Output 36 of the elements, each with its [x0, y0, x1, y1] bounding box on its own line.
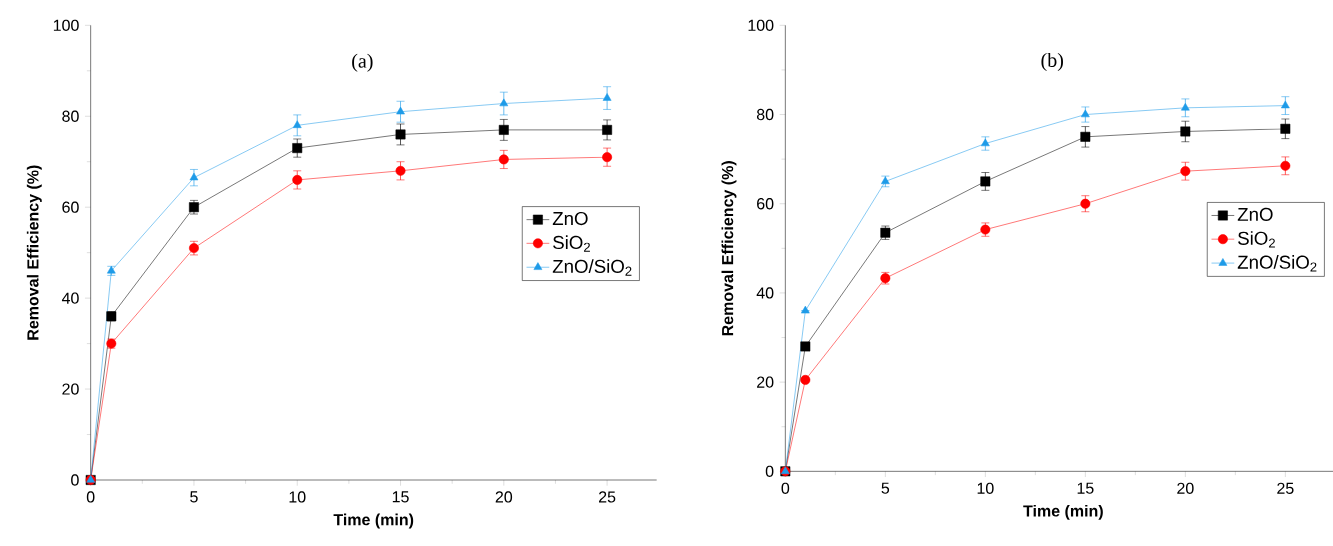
x-tick-label: 10 [289, 491, 306, 503]
x-tick-label: 0 [86, 491, 95, 503]
y-tick-label: 100 [748, 19, 774, 31]
y-tick-label: 40 [61, 292, 79, 304]
x-tick-label: 20 [1177, 482, 1194, 494]
legend-label: ZnO/SiO$_{2}$ [1237, 255, 1317, 272]
x-tick-label: 15 [392, 491, 409, 503]
x-tick-label: 15 [1077, 482, 1094, 494]
legend-label: ZnO [552, 211, 588, 226]
y-tick-label: 100 [53, 19, 79, 31]
legend-label: SiO$_{2}$ [553, 235, 590, 252]
y-tick-label: 20 [757, 376, 774, 388]
x-tick-label: 5 [881, 482, 890, 494]
text: (b) [1041, 52, 1063, 72]
x-tick-label: 25 [599, 491, 616, 503]
y-tick-label: 0 [765, 465, 774, 477]
y-axis-title: Removal Efficiency (%) [26, 165, 42, 340]
y-tick-label: 80 [62, 110, 79, 122]
x-tick-label: 0 [781, 482, 790, 494]
x-tick-label: 5 [190, 491, 198, 503]
x-axis-title: Time (min) [1023, 504, 1103, 520]
y-tick-label: 60 [757, 198, 774, 210]
legend-label: ZnO/SiO$_{2}$ [552, 259, 632, 276]
x-tick-label: 25 [1277, 482, 1294, 494]
y-tick-label: 20 [62, 383, 79, 395]
x-tick-label: 20 [495, 491, 513, 503]
y-tick-label: 80 [756, 108, 774, 121]
x-axis-title: Time (min) [333, 513, 414, 529]
y-tick-label: 0 [71, 474, 79, 486]
x-tick-label: 10 [977, 482, 994, 494]
text: (a) [352, 53, 373, 72]
y-tick-label: 40 [756, 287, 774, 299]
y-tick-label: 60 [62, 201, 79, 213]
y-axis-title: Removal Efficiency (%) [721, 161, 737, 336]
legend-label: SiO$_{2}$ [1238, 231, 1275, 248]
legend-label: ZnO [1237, 207, 1273, 221]
